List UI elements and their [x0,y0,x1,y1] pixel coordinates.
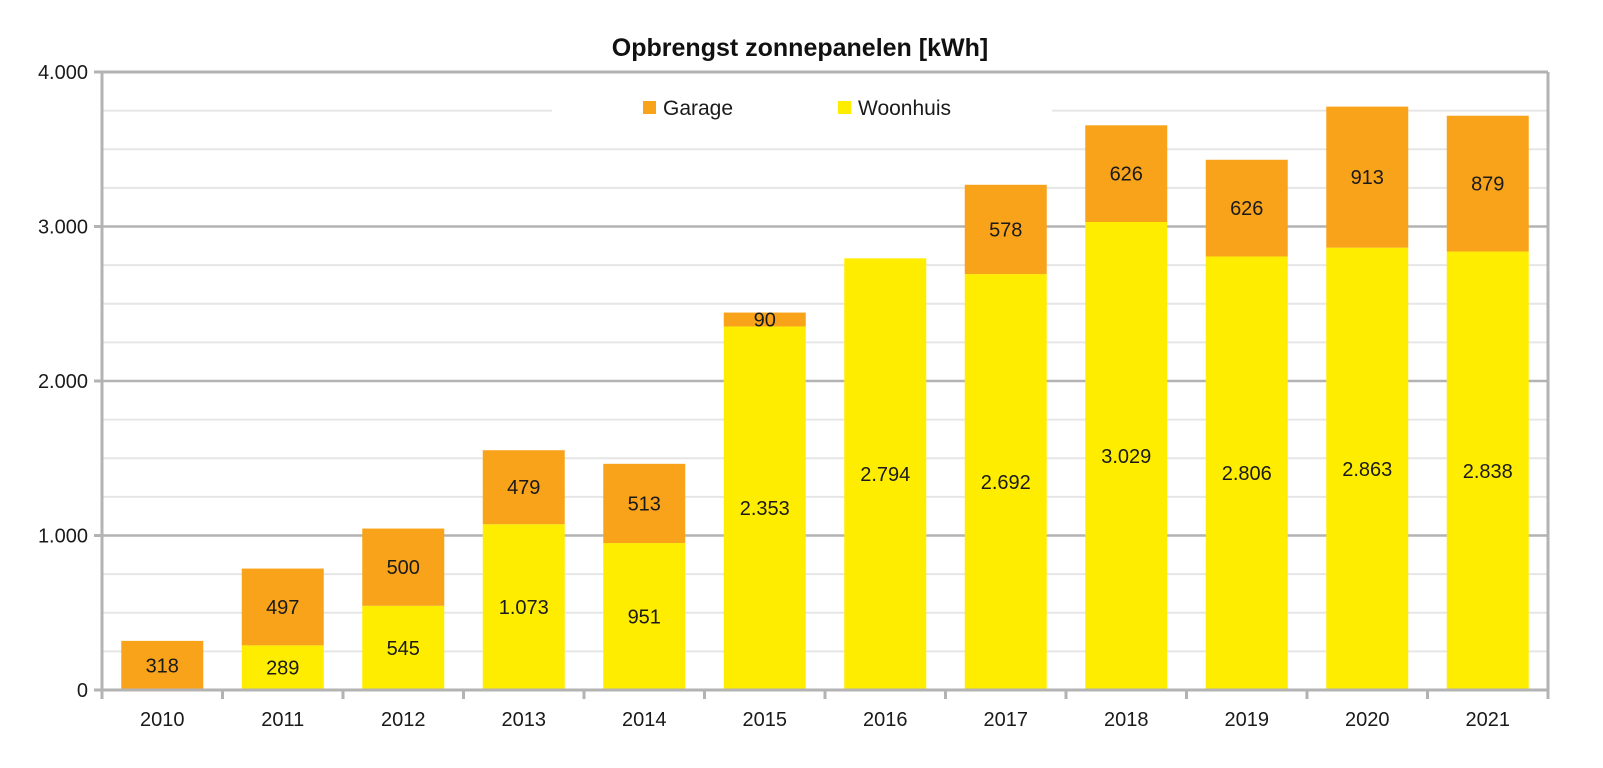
bar-segment-garage [723,312,806,327]
data-label: 879 [1471,174,1504,196]
legend-swatch-garage [643,101,656,114]
x-tick-label: 2013 [502,709,547,731]
x-tick-label: 2019 [1225,709,1270,731]
bar-segment-woonhuis [1446,251,1529,691]
bar-segment-woonhuis [362,605,445,690]
bar-segment-garage [121,640,204,690]
bar-segment-woonhuis [1326,247,1409,690]
legend-box [552,90,1052,126]
data-label: 289 [266,658,299,680]
data-label: 2.692 [981,472,1031,494]
bar-segment-woonhuis [241,645,324,690]
legend-item-garage: Garage [643,97,733,120]
data-label: 1.073 [499,597,549,619]
data-label: 3.029 [1101,446,1151,468]
bar-segment-garage [964,184,1047,275]
x-tick-label: 2016 [863,709,908,731]
x-tick-label: 2015 [743,709,788,731]
data-label: 626 [1230,198,1263,220]
axes: 0 1.000 2.000 3.000 4.000 2010 2011 2012 2013 201… [38,62,1550,731]
y-tick-label: 2.000 [38,371,88,393]
x-tick-label: 2011 [261,709,304,731]
bar-segment-garage [1205,159,1288,257]
bar-segment-woonhuis [1085,222,1168,690]
data-label: 578 [989,219,1022,241]
data-label: 479 [507,477,540,499]
data-label: 500 [387,557,420,579]
legend: Garage Woonhuis [643,97,951,120]
data-label: 2.863 [1342,459,1392,481]
bar-segment-woonhuis [603,543,686,690]
bar-segment-garage [1326,106,1409,248]
legend-background [552,90,1052,126]
bar-segment-garage [241,568,324,646]
legend-item-woonhuis: Woonhuis [838,97,951,120]
bar-segment-woonhuis [964,274,1047,690]
chart-title: Opbrengst zonnepanelen [kWh] [612,34,988,62]
data-label: 513 [628,493,661,515]
data-label: 2.794 [860,464,910,486]
bar-segment-garage [603,463,686,544]
bar-segment-woonhuis [1205,256,1288,690]
data-label: 913 [1351,167,1384,189]
x-tick-label: 2014 [622,709,667,731]
data-labels: 289 545 1.073 951 2.353 2.794 2.692 3.029 2.806 2… [146,164,1513,680]
x-tick-label: 2012 [381,709,426,731]
bar-segment-woonhuis [482,524,565,690]
legend-swatch-woonhuis [838,101,851,114]
bar-segment-woonhuis [723,326,806,690]
data-label: 497 [266,597,299,619]
data-label: 626 [1110,164,1143,186]
bar-segment-garage [482,450,565,525]
legend-label: Garage [663,97,733,120]
y-tick-label: 0 [77,680,88,702]
data-label: 2.838 [1463,461,1513,483]
data-label: 951 [628,607,661,629]
x-tick-label: 2018 [1104,709,1149,731]
data-label: 90 [754,310,776,332]
legend-label: Woonhuis [858,97,951,120]
data-label: 545 [387,638,420,660]
y-tick-label: 1.000 [38,526,88,548]
y-tick-label: 4.000 [38,62,88,84]
x-tick-label: 2020 [1345,709,1390,731]
bar-segment-garage [1085,125,1168,223]
bars [121,106,1529,691]
bar-segment-woonhuis [844,258,927,690]
x-tick-label: 2021 [1466,709,1511,731]
data-label: 318 [146,655,179,677]
x-tick-label: 2017 [984,709,1029,731]
y-tick-label: 3.000 [38,217,88,239]
bar-segment-garage [362,528,445,606]
x-tick-label: 2010 [140,709,185,731]
data-label: 2.353 [740,498,790,520]
data-label: 2.806 [1222,463,1272,485]
bar-segment-garage [1446,115,1529,252]
